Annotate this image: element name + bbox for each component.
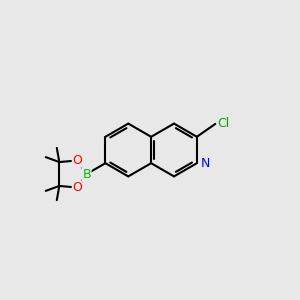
Text: Cl: Cl xyxy=(218,117,230,130)
Text: O: O xyxy=(72,181,82,194)
Text: N: N xyxy=(201,157,210,170)
Text: O: O xyxy=(72,154,82,167)
Text: B: B xyxy=(82,167,91,181)
